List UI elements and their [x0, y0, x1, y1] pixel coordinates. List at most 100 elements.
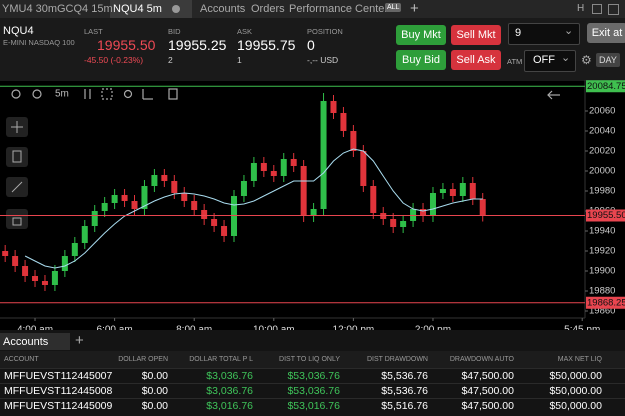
- table-cell: MFFUEVST112445009: [4, 400, 113, 412]
- candle-body: [41, 281, 48, 285]
- table-cell: $47,500.00: [461, 400, 514, 412]
- y-tick-label: 19880: [589, 286, 615, 297]
- exit-button[interactable]: Exit at: [587, 23, 625, 43]
- table-cell: MFFUEVST112445007: [4, 370, 113, 382]
- candle-body: [91, 211, 98, 226]
- add-panel[interactable]: +: [75, 332, 84, 349]
- tab[interactable]: Performance Center: [289, 3, 389, 15]
- side-toolbar: [6, 117, 28, 229]
- table-row[interactable]: [0, 383, 625, 398]
- symbol-name: E-MINI NASDAQ 100: [3, 38, 75, 47]
- y-tick-label: 20000: [589, 166, 615, 177]
- candle-body: [360, 151, 367, 186]
- active-tab-bg: [110, 0, 192, 18]
- y-tick-label: 19920: [589, 246, 615, 257]
- label: BID: [168, 27, 181, 36]
- tab[interactable]: Orders: [251, 3, 285, 15]
- table-row[interactable]: [0, 398, 625, 413]
- label: LAST: [84, 27, 103, 36]
- candle-body: [141, 186, 148, 209]
- price-chart: 5m 1986019880199001992019940199601998020…: [0, 80, 625, 330]
- table-cell: $3,016.76: [206, 400, 253, 412]
- tab[interactable]: YMU4 30m: [2, 3, 58, 15]
- select-icon[interactable]: [101, 88, 113, 100]
- price-tag: [586, 209, 625, 222]
- table-cell: $50,000.00: [549, 370, 602, 382]
- candle-body: [121, 195, 128, 201]
- sell-ask-button[interactable]: Sell Ask: [451, 50, 501, 70]
- symbol: NQU4: [3, 25, 34, 37]
- candle-body: [429, 193, 436, 216]
- pnl: -,-- USD: [307, 55, 339, 65]
- column-header: DRAWDOWN AUTO: [449, 356, 514, 363]
- table-row[interactable]: [0, 368, 625, 383]
- chevron: ⌄: [561, 52, 571, 64]
- label: ASK: [237, 27, 253, 36]
- zoom-out-icon[interactable]: [32, 89, 42, 99]
- tool-button[interactable]: [6, 209, 28, 229]
- candle-body: [300, 166, 307, 216]
- buy-bid-button[interactable]: Buy Bid: [396, 50, 446, 70]
- zoom-in-icon[interactable]: [11, 89, 21, 99]
- bid-size: 2: [168, 55, 173, 65]
- table-cell: $53,036.76: [287, 385, 340, 397]
- tab[interactable]: GCQ4 15m: [57, 3, 113, 15]
- candle-body: [479, 199, 486, 216]
- candle-body: [310, 209, 317, 216]
- settings-icon[interactable]: ⚙: [581, 53, 592, 67]
- panel-tab[interactable]: [0, 333, 70, 350]
- badge[interactable]: ALL: [385, 3, 402, 12]
- ask: 19955.75: [237, 37, 296, 53]
- window-icon[interactable]: [592, 4, 602, 14]
- change: -45.50 (-0.23%): [84, 55, 144, 65]
- ask-size: 1: [237, 55, 242, 65]
- chevron: ⌄: [564, 25, 574, 37]
- crosshair-icon: [11, 121, 23, 133]
- back-arrow[interactable]: [547, 90, 553, 100]
- panel-title: Accounts: [3, 336, 49, 348]
- price-tag: [586, 80, 625, 93]
- candle-body: [51, 271, 58, 285]
- candle-body: [390, 219, 397, 227]
- atm-label: ATM: [507, 57, 523, 66]
- candle-body: [459, 183, 466, 196]
- note-icon: [12, 150, 22, 163]
- add-tab[interactable]: +: [410, 0, 419, 17]
- quantity-select[interactable]: [508, 23, 580, 45]
- sell-mkt-button[interactable]: Sell Mkt: [451, 25, 501, 45]
- tool-button[interactable]: [6, 147, 28, 167]
- table-cell: $53,036.76: [287, 370, 340, 382]
- candle-body: [240, 181, 247, 196]
- table-header: [0, 351, 625, 368]
- label: POSITION: [307, 27, 343, 36]
- y-tick-label: 19980: [589, 186, 615, 197]
- table-cell: $0.00: [141, 400, 168, 412]
- window-icon[interactable]: H: [577, 3, 585, 14]
- candle-body: [221, 226, 228, 236]
- table-cell: $3,036.76: [206, 385, 253, 397]
- column-header: DIST TO LIQ ONLY: [279, 356, 340, 363]
- candle-body: [12, 256, 19, 266]
- candle-body: [420, 209, 427, 216]
- column-header: ACCOUNT: [4, 356, 39, 363]
- atm-select[interactable]: [524, 50, 576, 72]
- candle-body: [260, 163, 267, 171]
- settings-icon[interactable]: [123, 89, 133, 99]
- x-tick-label: 2:00 pm: [415, 325, 451, 330]
- tab[interactable]: NQU4 5m: [113, 3, 162, 15]
- tab[interactable]: Accounts: [200, 3, 246, 15]
- bid: 19955.25: [168, 37, 227, 53]
- y-tick-label: 20040: [589, 126, 615, 137]
- tif-button[interactable]: DAY: [596, 53, 620, 67]
- atm-value: OFF: [533, 54, 555, 66]
- template-icon[interactable]: [168, 88, 178, 100]
- y-tick-label: 20060: [589, 106, 615, 117]
- buy-mkt-button[interactable]: Buy Mkt: [396, 25, 446, 45]
- average-line: [24, 148, 483, 269]
- window-icon[interactable]: [608, 4, 619, 15]
- y-tick-label: 20020: [589, 146, 615, 157]
- quantity: 9: [515, 27, 522, 39]
- interval[interactable]: 5m: [55, 89, 69, 100]
- x-tick-label: 5:45 pm: [564, 325, 600, 330]
- candle-body: [101, 203, 108, 211]
